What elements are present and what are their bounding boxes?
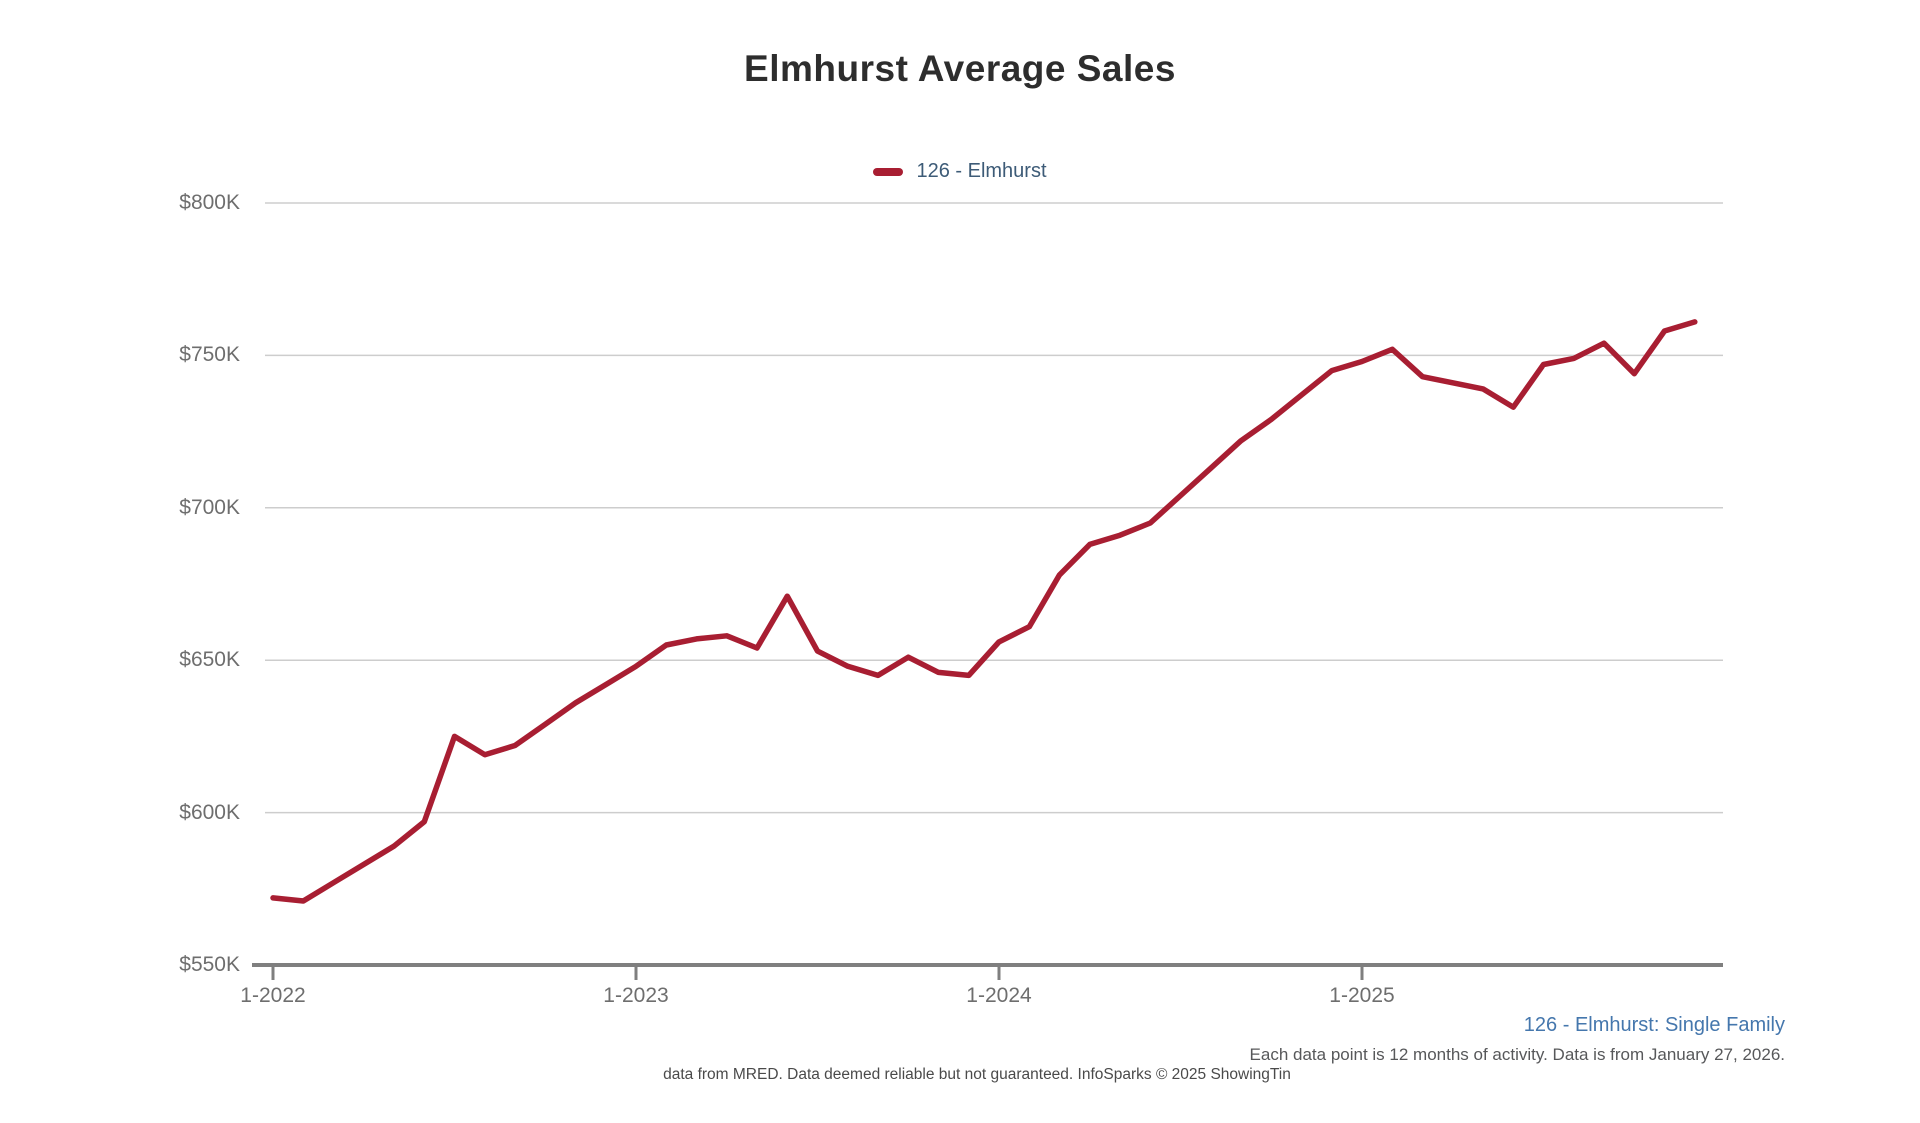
x-axis-ticks [271, 965, 1364, 980]
x-axis-label: 1-2025 [1329, 984, 1395, 1007]
series-line-126-elmhurst [270, 319, 1698, 904]
footer-attribution: data from MRED. Data deemed reliable but… [663, 1066, 1291, 1083]
footer-note: Each data point is 12 months of activity… [1249, 1045, 1785, 1064]
footer-series-label: 126 - Elmhurst: Single Family [1523, 1014, 1785, 1036]
legend-label: 126 - Elmhurst [916, 160, 1047, 182]
chart-title: Elmhurst Average Sales [744, 48, 1176, 89]
y-axis-label: $650K [179, 648, 240, 672]
legend[interactable]: 126 - Elmhurst [0, 160, 1920, 183]
y-axis-label: $550K [179, 953, 240, 976]
series-line-marker-icon [873, 167, 904, 176]
y-axis-label: $600K [179, 800, 240, 824]
x-axis-label: 1-2023 [603, 984, 669, 1007]
x-axis-label: 1-2024 [966, 984, 1032, 1007]
y-axis-label: $700K [179, 495, 240, 519]
gridlines [265, 202, 1723, 814]
y-axis-label: $750K [179, 343, 240, 367]
x-axis-label: 1-2022 [240, 984, 306, 1007]
y-axis-label: $800K [179, 191, 240, 214]
